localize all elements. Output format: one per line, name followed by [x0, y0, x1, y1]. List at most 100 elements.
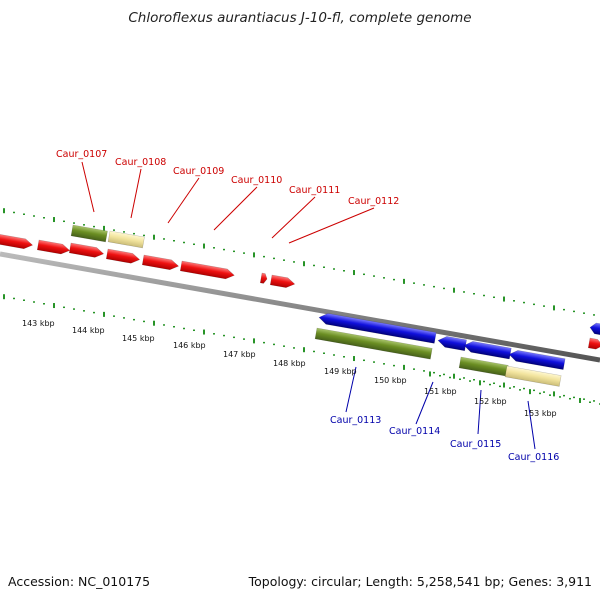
tick-marks: [3, 208, 600, 405]
tick-mark: [103, 311, 105, 317]
tick-mark: [483, 294, 485, 297]
tick-mark: [303, 261, 305, 267]
tick-mark: [429, 371, 431, 377]
tick-mark: [183, 241, 185, 244]
tick-mark: [63, 220, 65, 223]
tick-mark: [253, 252, 255, 258]
tick-mark: [363, 359, 365, 362]
tick-mark: [283, 345, 285, 347]
tick-mark: [459, 378, 461, 381]
misc-feature-box: [107, 230, 145, 249]
tick-mark: [383, 277, 385, 279]
tick-mark: [439, 374, 441, 377]
tick-mark: [323, 352, 325, 354]
tick-mark: [263, 255, 265, 258]
connector-line-forward: [167, 177, 200, 224]
tick-mark: [73, 308, 75, 310]
tick-mark: [233, 250, 235, 253]
tick-mark: [509, 387, 511, 389]
genome-summary-text: Topology: circular; Length: 5,258,541 bp…: [248, 574, 592, 589]
rna-feature-box: [314, 327, 433, 360]
rna-feature-box: [70, 224, 108, 243]
tick-mark: [123, 231, 125, 233]
label-connectors: [81, 161, 536, 450]
gene-label-forward[interactable]: Caur_0108: [115, 157, 166, 168]
tick-mark: [383, 363, 385, 365]
tick-mark: [13, 297, 15, 300]
tick-mark: [273, 257, 275, 260]
scale-label: 151 kbp: [424, 387, 457, 396]
tick-mark: [143, 320, 145, 323]
tick-mark: [213, 333, 215, 335]
tick-mark: [573, 310, 575, 313]
genome-backbone: [0, 251, 600, 363]
connector-line-forward: [271, 196, 316, 239]
tick-mark: [333, 354, 335, 356]
forward-gene-arrow: [68, 242, 105, 258]
tick-mark: [163, 324, 165, 326]
tick-mark: [493, 382, 495, 385]
connector-line-forward: [213, 186, 258, 231]
tick-mark: [533, 389, 535, 392]
tick-mark: [433, 285, 435, 288]
tick-mark: [43, 217, 45, 219]
tick-mark: [463, 291, 465, 293]
tick-mark: [583, 312, 585, 314]
tick-mark: [143, 234, 145, 237]
gene-label-reverse[interactable]: Caur_0113: [330, 415, 381, 426]
connector-line-forward: [81, 161, 95, 213]
connector-line-reverse: [415, 381, 434, 425]
gene-label-reverse[interactable]: Caur_0115: [450, 439, 501, 450]
tick-mark: [263, 341, 265, 344]
scale-label: 143 kbp: [22, 319, 55, 328]
tick-mark: [493, 296, 495, 299]
connector-line-forward: [288, 207, 375, 244]
forward-gene-arrow: [259, 272, 268, 284]
tick-mark: [53, 303, 55, 309]
tick-mark: [343, 270, 345, 272]
tick-mark: [363, 273, 365, 276]
tick-mark: [33, 301, 35, 303]
forward-gene-arrow: [587, 337, 600, 350]
forward-strand-features: [0, 224, 600, 350]
tick-mark: [529, 389, 531, 395]
tick-mark: [403, 278, 405, 284]
tick-mark: [153, 320, 155, 326]
tick-mark: [523, 301, 525, 304]
scale-label: 148 kbp: [273, 359, 306, 368]
tick-mark: [403, 364, 405, 370]
tick-mark: [519, 389, 521, 391]
gene-label-forward[interactable]: Caur_0109: [173, 166, 224, 177]
gene-label-reverse[interactable]: Caur_0116: [508, 452, 559, 463]
scale-label: 146 kbp: [173, 341, 206, 350]
tick-mark: [443, 373, 445, 376]
tick-mark: [579, 397, 581, 403]
tick-mark: [103, 225, 105, 231]
tick-mark: [469, 380, 471, 382]
tick-mark: [353, 356, 355, 362]
rna-feature-box: [458, 356, 509, 377]
tick-mark: [473, 378, 475, 381]
tick-mark: [243, 252, 245, 254]
tick-mark: [73, 222, 75, 224]
tick-mark: [353, 270, 355, 276]
scale-label: 145 kbp: [122, 334, 155, 343]
scale-label: 149 kbp: [324, 367, 357, 376]
scale-label: 150 kbp: [374, 376, 407, 385]
tick-mark: [113, 315, 115, 317]
tick-mark: [193, 243, 195, 246]
tick-mark: [393, 278, 395, 281]
gene-label-forward[interactable]: Caur_0112: [348, 196, 399, 207]
tick-mark: [163, 238, 165, 240]
gene-label-forward[interactable]: Caur_0111: [289, 185, 340, 196]
tick-mark: [183, 327, 185, 330]
scale-label: 144 kbp: [72, 326, 105, 335]
gene-label-forward[interactable]: Caur_0110: [231, 175, 282, 186]
tick-mark: [253, 338, 255, 344]
tick-mark: [283, 259, 285, 261]
gene-label-reverse[interactable]: Caur_0114: [389, 426, 440, 437]
gene-label-forward[interactable]: Caur_0107: [56, 149, 107, 160]
tick-mark: [193, 329, 195, 332]
tick-mark: [23, 213, 25, 215]
tick-mark: [593, 314, 595, 316]
